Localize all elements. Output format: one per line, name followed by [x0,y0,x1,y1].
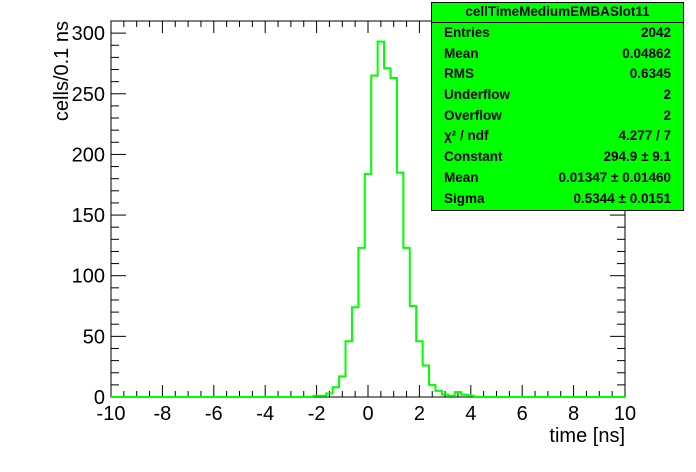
stats-value: 0.01347 ± 0.01460 [558,169,671,185]
stats-row-sigma: Sigma 0.5344 ± 0.0151 [432,189,683,210]
x-tick-label: -6 [205,403,223,425]
x-tick-label: 0 [362,403,373,425]
stats-row-underflow: Underflow 2 [432,85,683,106]
x-tick-label: 10 [614,403,636,425]
y-tick-label: 100 [72,266,105,288]
stats-value: 2 [663,87,671,103]
x-tick-label: -8 [154,403,172,425]
y-axis-tick-labels: 0 50 100 150 200 250 300 [72,23,105,409]
stats-value: 0.04862 [622,45,671,61]
y-tick-label: 200 [72,144,105,166]
x-tick-label: 4 [465,403,476,425]
stats-label: Underflow [444,87,510,103]
stats-row-rms: RMS 0.6345 [432,64,683,85]
stats-value: 294.9 ± 9.1 [603,149,671,165]
x-tick-label: -2 [308,403,326,425]
x-tick-label: -10 [97,403,126,425]
x-axis-title: time [ns] [549,425,625,447]
x-axis-tick-labels: -10 -8 -6 -4 -2 0 2 4 6 8 10 [97,403,637,425]
stats-label: Mean [444,169,479,185]
stats-label: Overflow [444,107,502,123]
stats-row-overflow: Overflow 2 [432,106,683,127]
stats-value: 0.5344 ± 0.0151 [573,190,672,206]
stats-label: Sigma [444,190,485,206]
stats-label: Mean [444,45,479,61]
stats-value: 4.277 / 7 [618,128,671,144]
y-tick-label: 50 [83,326,105,348]
stats-row-mean: Mean 0.04862 [432,44,683,65]
stats-row-entries: Entries 2042 [432,23,683,44]
stats-box: cellTimeMediumEMBASlot11 Entries 2042 Mea… [431,2,684,211]
stats-label: χ² / ndf [444,128,489,144]
x-tick-label: -4 [256,403,274,425]
y-tick-label: 0 [94,387,105,409]
x-tick-label: 6 [517,403,528,425]
stats-row-constant: Constant 294.9 ± 9.1 [432,147,683,168]
stats-label: RMS [444,66,474,82]
stats-row-chi2: χ² / ndf 4.277 / 7 [432,126,683,147]
histogram-series-line [111,40,625,398]
y-tick-label: 250 [72,84,105,106]
x-tick-label: 2 [414,403,425,425]
x-tick-label: 8 [568,403,579,425]
y-tick-label: 300 [72,23,105,45]
stats-value: 0.6345 [629,66,671,82]
stats-title: cellTimeMediumEMBASlot11 [432,3,683,23]
stats-label: Entries [444,25,490,40]
stats-row-fit-mean: Mean 0.01347 ± 0.01460 [432,168,683,189]
y-tick-label: 150 [72,205,105,227]
stats-value: 2 [663,107,671,123]
stats-label: Constant [444,149,503,165]
stats-value: 2042 [640,25,671,40]
y-axis-title: cells/0.1 ns [51,21,73,121]
